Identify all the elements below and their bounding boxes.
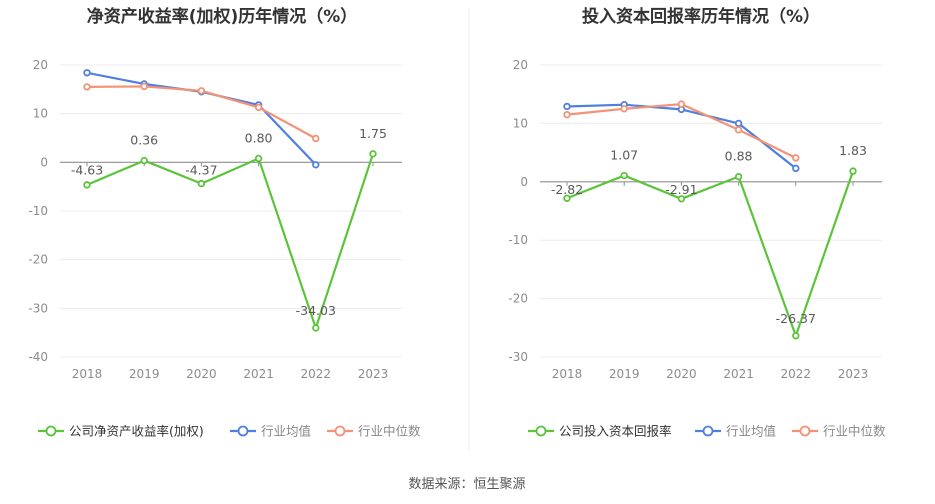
y-tick-label: -10 xyxy=(508,233,528,247)
legend-marker-dot xyxy=(334,425,346,437)
legend-label: 行业均值 xyxy=(261,424,311,439)
data-point-company xyxy=(140,156,148,165)
y-tick-label: -20 xyxy=(28,253,48,267)
data-point-median xyxy=(620,105,628,113)
x-tick-label: 2023 xyxy=(838,367,869,381)
roic-chart-panel: 投入资本回报率历年情况（%） 20 10 0 -10 -20 -30 2018 2019 2020… xyxy=(508,6,886,439)
y-tick-label: -30 xyxy=(28,301,48,315)
data-point-average xyxy=(792,164,800,173)
legend-marker-dot xyxy=(237,425,249,437)
y-tick-label: 10 xyxy=(33,107,48,121)
data-point-average xyxy=(734,119,743,128)
data-label: 0.88 xyxy=(725,149,753,164)
roe-chart-panel: 净资产收益率(加权)历年情况（%） 20 10 0 -10 -20 -30 -40 2018 20… xyxy=(28,6,421,439)
data-label: 1.07 xyxy=(610,148,638,163)
x-tick-label: 2021 xyxy=(243,367,274,381)
y-tick-label: 10 xyxy=(513,116,528,130)
x-tick-label: 2020 xyxy=(666,367,697,381)
data-label: -4.63 xyxy=(71,162,103,177)
legend-label: 公司投入资本回报率 xyxy=(559,424,672,439)
series-line-company xyxy=(566,170,855,337)
x-tick-label: 2019 xyxy=(129,367,160,381)
x-tick-label: 2018 xyxy=(552,367,583,381)
series-line-average xyxy=(566,103,797,170)
data-point-company xyxy=(849,167,857,175)
data-point-company xyxy=(620,171,628,180)
data-label: -2.82 xyxy=(551,182,583,197)
series-line-company xyxy=(86,153,375,330)
chart-title: 投入资本回报率历年情况（%） xyxy=(582,6,820,27)
data-point-median xyxy=(734,126,743,134)
data-label: 0.80 xyxy=(245,130,273,145)
data-point-median xyxy=(140,82,148,91)
legend-label: 行业均值 xyxy=(726,424,776,439)
data-point-median xyxy=(312,134,320,143)
data-label: -34.03 xyxy=(296,303,336,318)
data-label: -26.37 xyxy=(776,311,816,326)
data-point-company xyxy=(734,172,743,181)
data-label: -2.91 xyxy=(665,182,697,197)
data-point-company xyxy=(312,324,320,332)
legend-label: 行业中位数 xyxy=(358,424,421,439)
data-point-median xyxy=(197,87,206,95)
x-tick-label: 2020 xyxy=(186,367,217,381)
x-tick-label: 2022 xyxy=(301,367,332,381)
y-tick-label: -40 xyxy=(28,350,48,364)
legend-label: 公司净资产收益率(加权) xyxy=(69,424,204,439)
y-tick-label: -20 xyxy=(508,292,528,306)
y-tick-label: 0 xyxy=(40,155,48,169)
y-tick-label: -30 xyxy=(508,350,528,364)
y-tick-label: 20 xyxy=(513,58,528,72)
data-label: 1.83 xyxy=(839,143,867,158)
legend-marker-dot xyxy=(535,425,547,437)
data-point-median xyxy=(83,83,91,91)
data-point-company xyxy=(563,194,571,202)
y-tick-label: -10 xyxy=(28,204,48,218)
data-point-average xyxy=(312,161,320,169)
legend-marker-dot xyxy=(799,425,811,437)
data-source-note: 数据来源：恒生聚源 xyxy=(408,477,525,492)
data-point-company xyxy=(792,332,800,340)
legend-marker-dot xyxy=(702,425,714,437)
data-point-company xyxy=(677,195,686,203)
data-point-company xyxy=(254,154,263,163)
legend-marker-dot xyxy=(45,425,57,437)
data-point-median xyxy=(677,100,686,108)
data-point-company xyxy=(197,179,206,188)
x-tick-label: 2022 xyxy=(781,367,812,381)
x-tick-label: 2019 xyxy=(609,367,640,381)
y-tick-label: 20 xyxy=(33,58,48,72)
y-tick-label: 0 xyxy=(520,175,528,189)
data-point-median xyxy=(563,110,571,119)
data-point-company xyxy=(83,181,91,189)
legend-label: 行业中位数 xyxy=(823,424,886,439)
data-point-median xyxy=(254,103,263,112)
data-point-average xyxy=(563,102,571,111)
data-label: 0.36 xyxy=(130,133,158,148)
data-label: 1.75 xyxy=(359,126,387,141)
x-tick-label: 2018 xyxy=(72,367,103,381)
chart-title: 净资产收益率(加权)历年情况（%） xyxy=(87,6,358,27)
data-label: -4.37 xyxy=(185,162,217,177)
data-point-median xyxy=(792,154,800,162)
data-point-average xyxy=(83,69,91,77)
data-point-company xyxy=(369,150,377,158)
x-tick-label: 2021 xyxy=(723,367,754,381)
x-tick-label: 2023 xyxy=(358,367,389,381)
